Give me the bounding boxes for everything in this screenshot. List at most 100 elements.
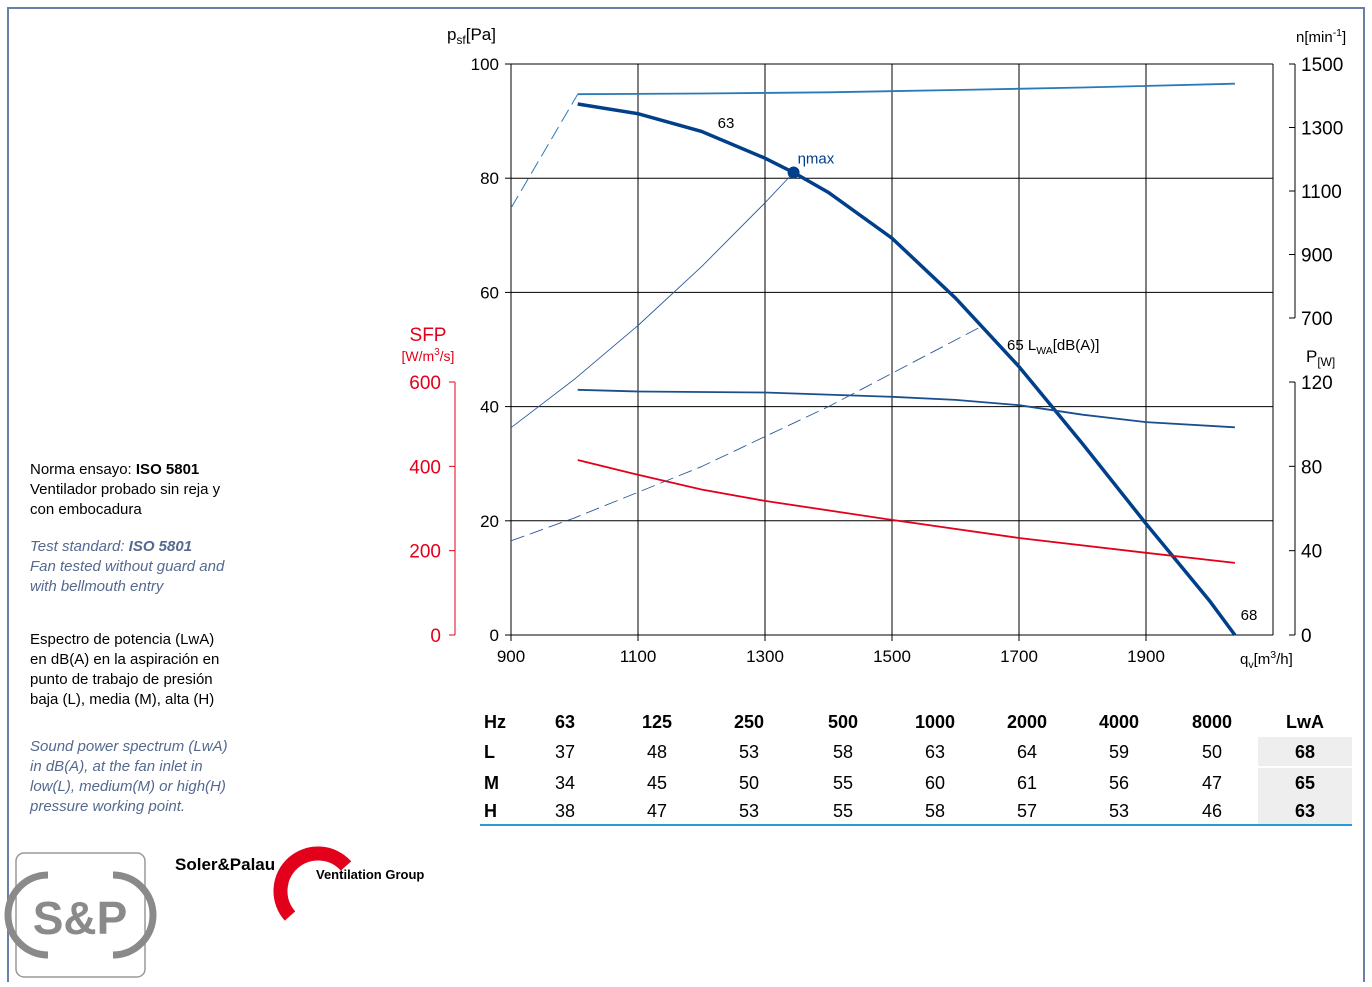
note-line: Ventilador probado sin reja y — [30, 481, 221, 498]
annotation-part: 68 — [1241, 607, 1258, 624]
note-line: con embocadura — [30, 501, 142, 518]
n-axis-label-part: -1 — [1333, 27, 1342, 39]
table-header: 8000 — [1192, 712, 1232, 732]
p-axis-label: P[W] — [1306, 347, 1335, 369]
sfp-tick-label: 600 — [409, 373, 441, 394]
table-header: 125 — [642, 712, 672, 732]
note-line: with bellmouth entry — [30, 578, 165, 595]
note-line: Test standard: ISO 5801 — [30, 538, 192, 555]
table-cell: 34 — [555, 773, 575, 793]
n-tick-label: 700 — [1301, 309, 1333, 330]
table-cell: 37 — [555, 742, 575, 762]
table-cell: 55 — [833, 773, 853, 793]
eta-max-label-part: max — [806, 150, 835, 167]
lwa-cell-bg — [1258, 768, 1352, 797]
table-cell: 47 — [1202, 773, 1222, 793]
p-tick-label: 80 — [1301, 457, 1322, 478]
table-header: LwA — [1286, 712, 1324, 732]
annotation-part: [dB(A)] — [1053, 337, 1100, 354]
x-tick-label: 1100 — [620, 647, 657, 666]
x-axis-label-part: 3 — [1270, 649, 1276, 661]
n-axis-label-part: n — [1296, 29, 1304, 46]
table-cell: 63 — [1295, 801, 1315, 821]
table-cell: 65 — [1295, 773, 1315, 793]
x-tick-label: 1500 — [873, 647, 911, 666]
x-axis-label-part: /h] — [1276, 651, 1293, 668]
p-tick-label: 120 — [1301, 373, 1333, 394]
y-axis-label-part: [Pa] — [466, 25, 496, 44]
x-axis-label-part: [m — [1254, 651, 1271, 668]
eta-max-point — [787, 166, 800, 179]
table-cell: 57 — [1017, 801, 1037, 821]
annotation-part: 63 — [718, 115, 735, 132]
y-tick-label: 80 — [480, 169, 499, 188]
table-cell: 55 — [833, 801, 853, 821]
table-cell: 59 — [1109, 742, 1129, 762]
p-tick-label: 40 — [1301, 542, 1322, 563]
logo-box — [15, 852, 146, 978]
sfp-axis-unit-part: /s] — [440, 348, 455, 364]
logo-arc — [4, 871, 49, 959]
note-line: pressure working point. — [29, 798, 185, 815]
curve — [577, 82, 1235, 96]
y-tick-label: 40 — [480, 398, 499, 417]
table-header: 4000 — [1099, 712, 1139, 732]
logo-arc — [112, 871, 157, 959]
table-cell: 64 — [1017, 742, 1037, 762]
table-cell: 58 — [833, 742, 853, 762]
table-cell: 47 — [647, 801, 667, 821]
lwa-cell-bg — [1258, 737, 1352, 766]
table-cell: H — [484, 801, 497, 821]
curve — [577, 388, 1235, 429]
logo-brand: Soler&Palau — [175, 855, 275, 874]
n-axis-label: n[min-1] — [1296, 27, 1346, 46]
table-cell: 61 — [1017, 773, 1037, 793]
sfp-axis-label: SFP — [410, 325, 447, 346]
curve — [577, 102, 1237, 637]
table-header: 1000 — [915, 712, 955, 732]
table-header: 500 — [828, 712, 858, 732]
y-tick-label: 60 — [480, 283, 499, 302]
note-line: punto de trabajo de presión — [30, 671, 213, 688]
table-cell: 58 — [925, 801, 945, 821]
x-axis-label: qv[m3/h] — [1240, 649, 1293, 671]
curve — [510, 172, 794, 429]
p-axis-label-part: [W] — [1317, 355, 1335, 369]
note-line: in dB(A), at the fan inlet in — [30, 758, 203, 775]
note-line: Norma ensayo: ISO 5801 — [30, 461, 199, 478]
note-part: ISO 5801 — [136, 461, 199, 478]
table-header: 63 — [555, 712, 575, 732]
x-tick-label: 1700 — [1000, 647, 1038, 666]
table-cell: 50 — [739, 773, 759, 793]
lwa-cell-bg — [1258, 796, 1352, 825]
annotation: 65 LWA[dB(A)] — [1007, 337, 1099, 357]
table-cell: 53 — [1109, 801, 1129, 821]
x-axis-label-part: v — [1248, 659, 1254, 671]
table-cell: 50 — [1202, 742, 1222, 762]
annotation-part: 65 L — [1007, 337, 1036, 354]
sfp-axis-label-part: SFP — [410, 325, 447, 346]
n-axis-label-part: ] — [1342, 29, 1346, 46]
y-tick-label: 20 — [480, 512, 499, 531]
y-tick-label: 100 — [471, 55, 499, 74]
y-axis-label-part: p — [447, 25, 456, 44]
annotation: 63 — [718, 115, 735, 132]
sfp-tick-label: 200 — [409, 542, 441, 563]
y-axis-label: psf[Pa] — [447, 25, 496, 47]
n-tick-label: 1300 — [1301, 119, 1343, 140]
annotation-part: WA — [1036, 345, 1053, 357]
logo: S&P Soler&Palau Ventilation Group — [4, 846, 424, 978]
note-line: Espectro de potencia (LwA) — [30, 631, 214, 648]
note-line: en dB(A) en la aspiración en — [30, 651, 219, 668]
table-header: 250 — [734, 712, 764, 732]
p-tick-label: 0 — [1301, 626, 1312, 647]
y-axis-label-part: sf — [456, 33, 466, 47]
curve — [510, 326, 982, 542]
table-cell: 48 — [647, 742, 667, 762]
sfp-axis-unit-part: 3 — [434, 347, 440, 358]
logo-mark: S&P — [33, 892, 128, 944]
x-tick-label: 900 — [497, 647, 525, 666]
table-header: Hz — [484, 712, 506, 732]
logo-group: Ventilation Group — [316, 867, 424, 882]
